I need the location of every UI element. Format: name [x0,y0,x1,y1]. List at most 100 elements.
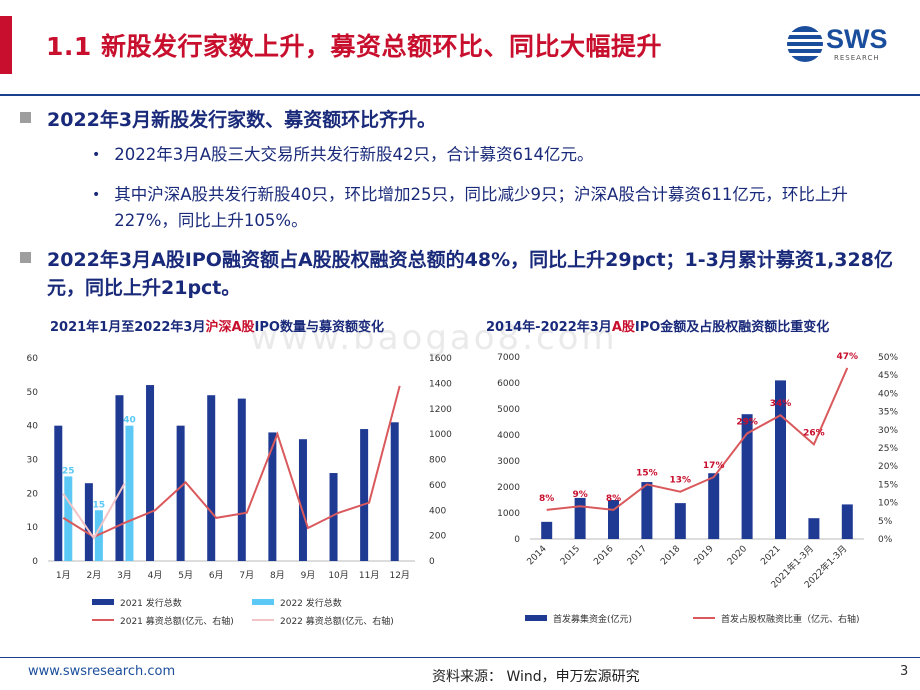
x-tick-label: 6月 [209,570,224,581]
footer-divider [0,657,920,658]
bullet-text: 其中沪深A股共发行新股40只，环比增加25只，同比减少9只；沪深A股合计募资61… [114,185,848,230]
x-tick-label: 1月 [56,570,71,581]
title-divider [0,94,920,96]
y-right-tick-label: 600 [429,481,446,491]
logo-text: SWS [826,24,888,54]
bar [268,432,277,561]
x-tick-label: 5月 [178,570,193,581]
y-right-tick-label: 0 [429,557,435,567]
y-left-tick-label: 2000 [497,483,520,493]
section-1-heading: 2022年3月新股发行家数、募资额环比齐升。 [47,109,437,131]
bar-value-label: 40 [123,416,136,426]
bar [641,482,653,539]
y-left-tick-label: 0 [32,557,38,567]
y-right-tick-label: 1200 [429,405,452,415]
bar [608,500,619,539]
line-value-label: 34% [770,399,792,409]
bar [54,425,63,561]
watermark: www.baogao8.com [250,318,618,358]
y-right-tick-label: 50% [878,353,898,363]
y-left-tick-label: 0 [514,535,520,545]
sws-logo: SWS RESEARCH [786,22,906,66]
x-tick-label: 10月 [328,570,348,581]
x-tick-label: 12月 [389,570,409,581]
legend-label: 首发募集资金(亿元) [553,613,632,625]
bar [674,503,686,539]
y-left-tick-label: 20 [27,489,39,499]
legend-swatch [525,615,547,621]
bar [64,476,73,561]
bullet-dot-icon: • [92,147,101,163]
chart-1-title: 2021年1月至2022年3月沪深A股IPO数量与募资额变化 [50,320,384,335]
x-tick-label: 2014 [526,544,549,567]
page-title: 1.1 新股发行家数上升，募资总额环比、同比大幅提升 [46,32,662,61]
series-line [546,367,849,511]
bullet-item: • 其中沪深A股共发行新股40只，环比增加25只，同比减少9只；沪深A股合计募资… [92,182,882,234]
bar [146,385,155,561]
y-right-tick-label: 10% [878,499,898,509]
bullet-dot-icon: • [92,187,101,203]
bullet-item: • 2022年3月A股三大交易所共发行新股42只，合计募资614亿元。 [92,142,832,168]
legend-swatch [92,599,114,605]
y-right-tick-label: 800 [429,456,446,466]
bar [541,521,553,539]
line-value-label: 15% [636,468,658,478]
x-tick-label: 2016 [592,544,615,567]
x-tick-label: 9月 [301,570,316,581]
y-left-tick-label: 60 [27,354,39,364]
y-left-tick-label: 4000 [497,431,520,441]
footer-url[interactable]: www.swsresearch.com [28,664,176,679]
bar [574,497,586,539]
x-tick-label: 2019 [693,544,716,567]
bar [84,483,93,561]
x-tick-label: 2017 [626,544,649,567]
title-accent-bar [0,16,12,74]
bullet-text: 2022年3月A股三大交易所共发行新股42只，合计募资614亿元。 [114,145,594,164]
bar-value-label: 25 [62,466,75,476]
bar [237,398,246,561]
title-bar: 1.1 新股发行家数上升，募资总额环比、同比大幅提升 SWS RESEARCH [0,0,920,92]
bar [841,504,853,539]
x-tick-label: 2月 [87,570,102,581]
y-right-tick-label: 1600 [429,354,452,364]
y-left-tick-label: 3000 [497,457,520,467]
y-left-tick-label: 5000 [497,405,520,415]
y-right-tick-label: 15% [878,480,898,490]
legend-swatch [252,599,274,605]
bar [708,473,720,539]
bar [360,429,369,561]
bar [298,439,307,561]
y-right-tick-label: 45% [878,371,898,381]
y-right-tick-label: 30% [878,426,898,436]
y-right-tick-label: 5% [878,517,893,527]
line-value-label: 26% [803,428,825,438]
page-number: 3 [900,664,909,679]
bar [176,425,185,561]
y-right-tick-label: 20% [878,462,898,472]
legend-label: 首发占股权融资比重（亿元、右轴) [721,613,860,625]
series-line [62,385,401,539]
bar [329,473,338,561]
square-bullet-icon [20,252,31,263]
chart-2: 0 1000 2000 3000 4000 5000 6000 7000 0% 5% 10% 15% 2… [497,352,898,625]
y-right-tick-label: 400 [429,506,446,516]
bar [775,380,786,539]
line-value-label: 29% [736,417,758,427]
y-left-tick-label: 50 [27,388,39,398]
line-value-label: 8% [606,494,621,504]
series-line [62,483,126,541]
square-bullet-icon [20,112,31,123]
x-tick-label: 7月 [239,570,254,581]
y-left-tick-label: 40 [27,422,39,432]
y-left-tick-label: 7000 [497,353,520,363]
x-tick-label: 2015 [559,544,582,567]
x-tick-label: 2020 [726,544,749,567]
legend-label: 2022 募资总额(亿元、右轴) [280,615,394,627]
y-right-tick-label: 0% [878,535,893,545]
line-value-label: 17% [703,461,725,471]
x-tick-label: 2018 [659,544,682,567]
line-value-label: 47% [837,352,859,362]
line-value-label: 9% [572,490,587,500]
legend-label: 2022 发行总数 [280,597,342,609]
x-tick-label: 11月 [359,570,379,581]
